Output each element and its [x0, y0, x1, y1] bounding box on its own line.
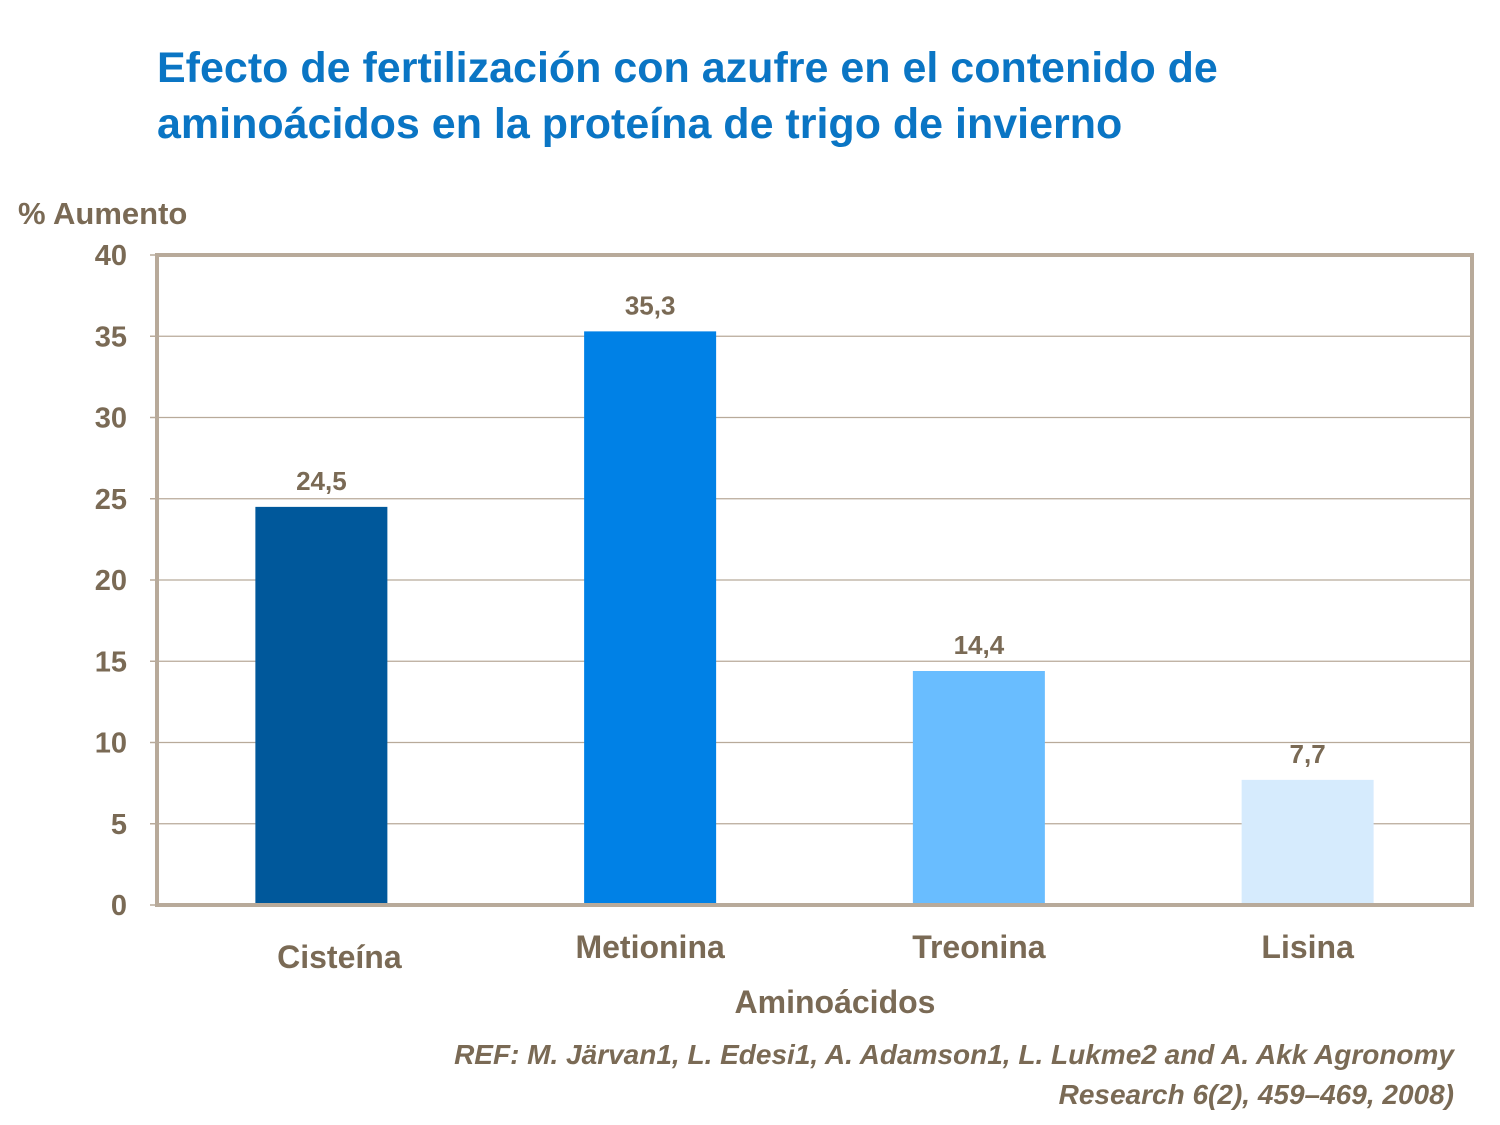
reference-line-1: REF: M. Järvan1, L. Edesi1, A. Adamson1,…: [454, 1039, 1454, 1070]
y-tick-label: 35: [95, 321, 127, 353]
y-tick-label: 40: [95, 240, 127, 272]
plot-area-border: [155, 253, 1474, 907]
y-axis-label: % Aumento: [18, 196, 188, 231]
reference-citation: REF: M. Järvan1, L. Edesi1, A. Adamson1,…: [454, 1035, 1454, 1115]
bar-lisina: [1241, 779, 1374, 903]
x-category-label: Metionina: [575, 929, 725, 965]
y-tick-label: 10: [95, 728, 127, 760]
data-label: 7,7: [1290, 739, 1326, 769]
y-tick-label: 25: [95, 484, 127, 516]
y-tick-label: 0: [111, 890, 127, 922]
y-tick-label: 5: [111, 809, 127, 841]
chart-title: Efecto de fertilización con azufre en el…: [157, 44, 1218, 148]
data-label: 35,3: [625, 290, 676, 320]
x-category-label: Lisina: [1261, 929, 1354, 965]
bar-treonina: [912, 671, 1045, 903]
x-category-label: Treonina: [912, 929, 1046, 965]
y-tick-label: 15: [95, 646, 127, 678]
data-label: 24,5: [296, 466, 347, 496]
data-label: 14,4: [954, 630, 1005, 660]
x-axis-label: Aminoácidos: [734, 984, 936, 1020]
y-tick-label: 30: [95, 403, 127, 435]
bar-cisteína: [255, 506, 388, 903]
bar-metionina: [584, 331, 717, 903]
x-category-label: Cisteína: [277, 939, 402, 975]
reference-line-2: Research 6(2), 459–469, 2008): [1058, 1079, 1454, 1110]
y-tick-label: 20: [95, 565, 127, 597]
